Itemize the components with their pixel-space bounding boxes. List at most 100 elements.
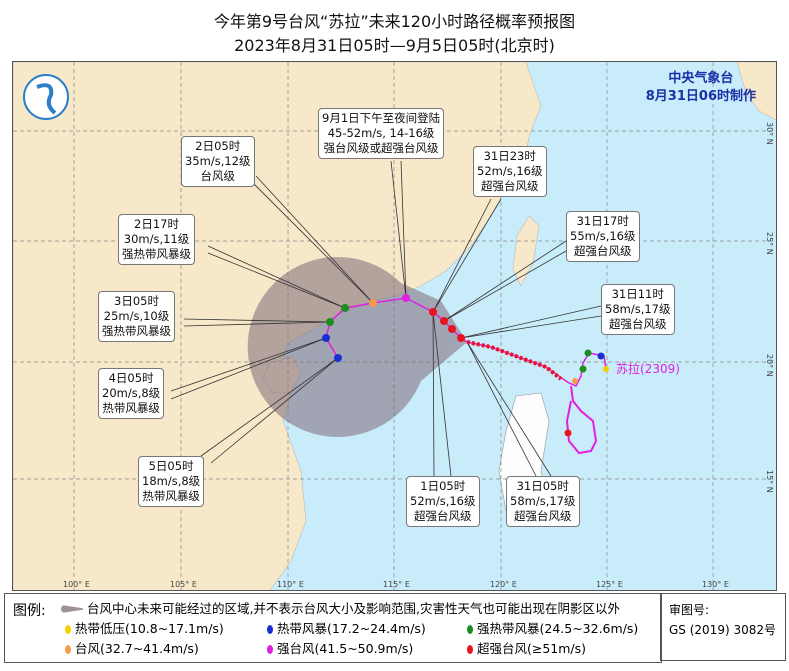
callout-text: 35m/s,12级 <box>185 154 251 168</box>
severe-tropical-storm-icon <box>467 625 473 634</box>
callout-text: 超强台风级 <box>609 317 667 331</box>
callout-text: 31日05时 <box>516 479 569 493</box>
callout-text: 2日17时 <box>134 217 179 231</box>
lon-tick: 115° E <box>383 580 410 589</box>
legend-item: 热带风暴(17.2~24.4m/s) <box>267 618 426 637</box>
callout-2d17: 2日17时 30m/s,11级 强热带风暴级 <box>118 214 195 265</box>
callout-text: 30m/s,11级 <box>123 232 190 246</box>
callout-text: 58m/s,17级 <box>510 494 576 508</box>
callout-text: 台风级 <box>200 169 236 183</box>
agency-stamp: 中央气象台 8月31日06时制作 <box>646 70 756 106</box>
callout-text: 3日05时 <box>114 294 159 308</box>
logo <box>23 74 69 120</box>
callout-text: 强热带风暴级 <box>102 324 171 338</box>
callout-1d05: 1日05时 52m/s,16级 超强台风级 <box>406 476 480 527</box>
approval-value: GS (2019) 3082号 <box>669 623 776 637</box>
point-severe-tropical-storm <box>326 318 334 326</box>
callout-31d11: 31日11时 58m/s,17级 超强台风级 <box>601 284 675 335</box>
lon-tick: 120° E <box>490 580 517 589</box>
point-severe-tropical-storm <box>579 365 587 373</box>
callout-text: 1日05时 <box>420 479 466 493</box>
legend-item: 超强台风(≥51m/s) <box>467 638 586 657</box>
lat-tick: 30° N <box>765 122 774 145</box>
callout-31d23: 31日23时 52m/s,16级 超强台风级 <box>473 146 547 197</box>
approval-number: 审图号: GS (2019) 3082号 <box>660 593 786 661</box>
past-track-red-segment <box>466 340 563 381</box>
point-severe-typhoon <box>402 294 410 302</box>
point-tropical-storm <box>334 354 342 362</box>
typhoon-icon <box>65 645 71 654</box>
map-area: 中央气象台 8月31日06时制作 苏拉(2309) 100° E 105° E … <box>12 61 777 591</box>
callout-lines <box>170 160 602 477</box>
callout-31d17: 31日17时 55m/s,16级 超强台风级 <box>566 211 640 262</box>
point-super-typhoon <box>448 325 456 333</box>
callout-text: 31日23时 <box>483 149 536 163</box>
callout-text: 45-52m/s, 14-16级 <box>327 126 435 140</box>
callout-text: 52m/s,16级 <box>410 494 476 508</box>
point-tropical-storm <box>322 334 330 342</box>
taiwan-island <box>512 215 540 287</box>
callout-text: 5日05时 <box>148 459 194 473</box>
callout-text: 20m/s,8级 <box>102 386 161 400</box>
lon-tick: 105° E <box>170 580 197 589</box>
map-subtitle: 2023年8月31日05时—9月5日05时(北京时) <box>234 36 555 55</box>
point-super-typhoon <box>429 308 437 316</box>
point-typhoon <box>369 299 377 307</box>
callout-text: 4日05时 <box>108 371 154 385</box>
severe-typhoon-icon <box>267 645 273 654</box>
point-super-typhoon <box>457 334 465 342</box>
agency-name: 中央气象台 <box>668 71 734 86</box>
legend-item: 强热带风暴(24.5~32.6m/s) <box>467 618 638 637</box>
legend-label: 强热带风暴(24.5~32.6m/s) <box>477 621 639 636</box>
callout-text: 超强台风级 <box>481 179 539 193</box>
super-typhoon-icon <box>467 645 473 654</box>
callout-text: 超强台风级 <box>414 509 472 523</box>
point-severe-tropical-storm <box>584 349 592 357</box>
point-tropical-storm <box>597 352 605 360</box>
callout-text: 热带风暴级 <box>102 401 160 415</box>
cone-icon <box>61 605 83 613</box>
callout-2d05: 2日05时 35m/s,12级 台风级 <box>181 136 255 187</box>
typhoon-name-label: 苏拉(2309) <box>616 362 680 376</box>
lat-tick: 15° N <box>765 470 774 493</box>
lon-tick: 110° E <box>277 580 304 589</box>
legend-cone: 台风中心未来可能经过的区域,并不表示台风大小及影响范围,灾害性天气也可能出现在阴… <box>61 598 620 617</box>
point-super-typhoon <box>440 317 448 325</box>
legend-item: 强台风(41.5~50.9m/s) <box>267 638 413 657</box>
callout-text: 强台风级或超强台风级 <box>323 141 439 155</box>
lat-tick: 20° N <box>765 354 774 377</box>
legend: 图例: 台风中心未来可能经过的区域,并不表示台风大小及影响范围,灾害性天气也可能… <box>4 593 662 663</box>
point-severe-tropical-storm <box>341 304 349 312</box>
legend-title: 图例: <box>13 603 46 619</box>
callout-text: 58m/s,17级 <box>605 302 671 316</box>
tropical-storm-icon <box>267 625 273 634</box>
callout-text: 热带风暴级 <box>142 489 200 503</box>
legend-cone-text: 台风中心未来可能经过的区域,并不表示台风大小及影响范围,灾害性天气也可能出现在阴… <box>87 601 620 616</box>
japan-land <box>736 62 776 121</box>
lat-tick: 25° N <box>765 232 774 255</box>
legend-label: 台风(32.7~41.4m/s) <box>75 641 199 656</box>
callout-text: 超强台风级 <box>514 509 572 523</box>
callout-text: 55m/s,16级 <box>570 229 636 243</box>
callout-text: 超强台风级 <box>574 244 632 258</box>
callout-text: 25m/s,10级 <box>103 309 170 323</box>
approval-label: 审图号: <box>669 603 710 617</box>
callout-text: 31日11时 <box>611 287 664 301</box>
track-points <box>322 294 609 437</box>
callout-landfall: 9月1日下午至夜间登陆 45-52m/s, 14-16级 强台风级或超强台风级 <box>318 108 445 159</box>
callout-text: 52m/s,16级 <box>477 164 543 178</box>
point-tropical-depression <box>603 366 609 372</box>
legend-label: 热带低压(10.8~17.1m/s) <box>75 621 224 636</box>
callout-text: 2日05时 <box>195 139 241 153</box>
lon-tick: 100° E <box>63 580 90 589</box>
legend-item: 台风(32.7~41.4m/s) <box>65 638 199 657</box>
callout-text: 31日17时 <box>576 214 629 228</box>
callout-text: 9月1日下午至夜间登陆 <box>322 111 441 125</box>
callout-4d05: 4日05时 20m/s,8级 热带风暴级 <box>98 368 165 419</box>
made-time: 8月31日06时制作 <box>645 89 756 104</box>
lon-tick: 130° E <box>702 580 729 589</box>
map-title: 今年第9号台风“苏拉”未来120小时路径概率预报图 <box>213 12 576 31</box>
lon-tick: 125° E <box>596 580 623 589</box>
legend-label: 强台风(41.5~50.9m/s) <box>277 641 414 656</box>
